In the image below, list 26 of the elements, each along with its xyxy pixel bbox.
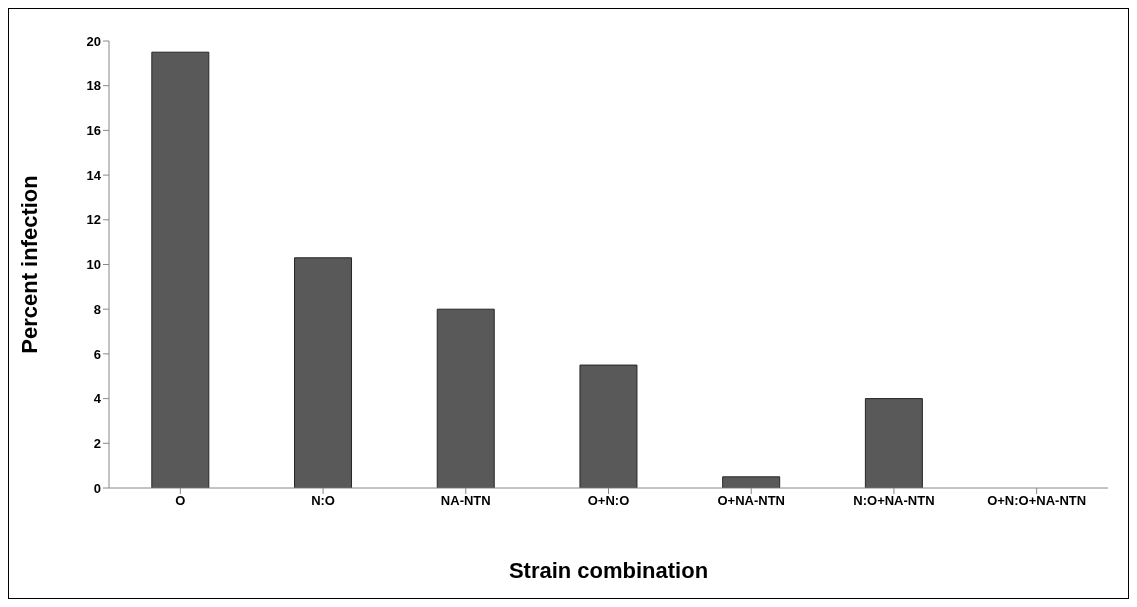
- bar: [436, 308, 495, 488]
- bar: [151, 51, 210, 488]
- bar: [722, 476, 781, 488]
- x-tick-label: N:O+NA-NTN: [853, 493, 935, 509]
- x-tick-label: O+N:O+NA-NTN: [987, 493, 1087, 509]
- y-tick-label: 6: [93, 346, 101, 362]
- y-tick-label: 2: [93, 435, 101, 451]
- y-tick-label: 14: [86, 167, 102, 183]
- bar: [579, 364, 638, 488]
- y-tick-label: 18: [86, 78, 101, 94]
- x-tick-label: N:O: [311, 493, 335, 509]
- y-axis-title: Percent infection: [16, 175, 42, 354]
- bar: [864, 398, 923, 488]
- x-tick-label: NA-NTN: [440, 493, 491, 509]
- y-tick-label: 20: [86, 33, 101, 49]
- y-tick-label: 12: [86, 212, 101, 228]
- x-tick-label: O+NA-NTN: [717, 493, 785, 509]
- y-tick-label: 16: [86, 123, 101, 139]
- x-tick-label: O+N:O: [587, 493, 630, 509]
- y-tick-label: 10: [86, 257, 101, 273]
- y-tick-label: 0: [93, 480, 101, 496]
- x-tick-label: O: [175, 493, 186, 509]
- y-tick-label: 8: [93, 301, 101, 317]
- bar: [294, 257, 353, 488]
- x-axis-title: Strain combination: [508, 558, 709, 583]
- y-tick-label: 4: [93, 391, 102, 407]
